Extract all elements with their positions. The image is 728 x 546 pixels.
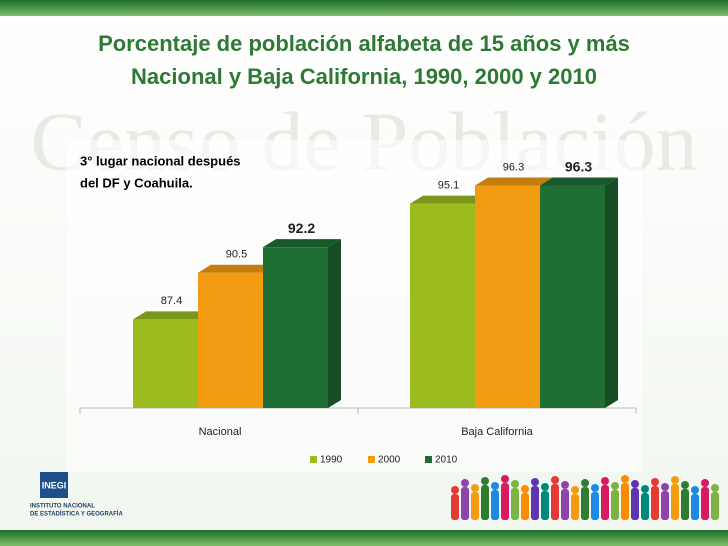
person-head xyxy=(701,479,709,487)
person-head xyxy=(601,477,609,485)
person-body xyxy=(711,492,719,520)
bar xyxy=(540,185,605,408)
person-head xyxy=(481,477,489,485)
person-head xyxy=(641,485,649,493)
person-head xyxy=(671,476,679,484)
person-head xyxy=(621,475,629,483)
person-body xyxy=(541,491,549,520)
person-head xyxy=(581,479,589,487)
person-head xyxy=(461,479,469,487)
value-label: 96.3 xyxy=(565,158,592,174)
bar-top xyxy=(133,311,211,320)
legend-label: 2000 xyxy=(378,455,401,466)
bar xyxy=(133,319,198,408)
bar xyxy=(198,272,263,408)
person-body xyxy=(511,488,519,520)
person-body xyxy=(671,484,679,520)
bar-top xyxy=(540,177,618,186)
person-head xyxy=(661,483,669,491)
person-head xyxy=(631,480,639,488)
person-body xyxy=(591,492,599,520)
person-body xyxy=(621,483,629,520)
person-body xyxy=(651,486,659,520)
bar-top xyxy=(198,264,276,273)
person-head xyxy=(551,476,559,484)
logo-box xyxy=(40,472,68,498)
logo-text: INSTITUTO NACIONAL xyxy=(30,504,95,510)
x-tick-label: Nacional xyxy=(199,426,242,438)
bar-top xyxy=(410,195,488,204)
bar-top xyxy=(475,177,553,186)
person-body xyxy=(641,493,649,520)
annotation: 3° lugar nacional después xyxy=(80,153,241,168)
person-body xyxy=(451,494,459,520)
bar xyxy=(410,203,475,408)
person-body xyxy=(701,487,709,520)
person-head xyxy=(501,475,509,483)
person-body xyxy=(681,489,689,520)
legend-label: 1990 xyxy=(320,455,343,466)
legend-swatch xyxy=(310,456,317,463)
header-band xyxy=(0,0,728,16)
legend-swatch xyxy=(368,456,375,463)
person-body xyxy=(521,493,529,520)
person-body xyxy=(691,494,699,520)
logo-text: DE ESTADÍSTICA Y GEOGRAFÍA xyxy=(30,510,123,518)
person-head xyxy=(561,481,569,489)
person-body xyxy=(581,487,589,520)
person-body xyxy=(661,491,669,520)
person-head xyxy=(531,478,539,486)
person-head xyxy=(691,486,699,494)
legend-swatch xyxy=(425,456,432,463)
person-body xyxy=(481,485,489,520)
footer: INEGI INSTITUTO NACIONAL DE ESTADÍSTICA … xyxy=(0,472,728,546)
person-body xyxy=(551,484,559,520)
value-label: 96.3 xyxy=(503,161,524,173)
person-head xyxy=(591,484,599,492)
value-label: 87.4 xyxy=(161,295,182,307)
person-body xyxy=(571,494,579,520)
bar-side xyxy=(605,177,618,408)
person-head xyxy=(541,483,549,491)
x-tick-label: Baja California xyxy=(461,426,533,438)
person-head xyxy=(471,484,479,492)
person-body xyxy=(461,487,469,520)
bar-side xyxy=(328,239,341,408)
people-strip xyxy=(451,475,719,520)
person-head xyxy=(681,481,689,489)
person-body xyxy=(471,492,479,520)
person-head xyxy=(491,482,499,490)
person-head xyxy=(451,486,459,494)
value-label: 92.2 xyxy=(288,220,315,236)
legend-label: 2010 xyxy=(435,455,458,466)
person-body xyxy=(491,490,499,520)
person-head xyxy=(511,480,519,488)
chart-title: Porcentaje de población alfabeta de 15 a… xyxy=(98,31,630,56)
person-head xyxy=(521,485,529,493)
value-label: 95.1 xyxy=(438,179,459,191)
person-head xyxy=(611,482,619,490)
annotation: del DF y Coahuila. xyxy=(80,175,193,190)
person-body xyxy=(561,489,569,520)
person-body xyxy=(601,485,609,520)
person-body xyxy=(531,486,539,520)
bar xyxy=(475,185,540,408)
person-head xyxy=(651,478,659,486)
person-body xyxy=(611,490,619,520)
person-head xyxy=(571,486,579,494)
chart-subtitle: Nacional y Baja California, 1990, 2000 y… xyxy=(131,64,597,89)
person-body xyxy=(501,483,509,520)
footer-band xyxy=(0,530,728,546)
bar xyxy=(263,247,328,408)
person-head xyxy=(711,484,719,492)
value-label: 90.5 xyxy=(226,249,247,261)
person-body xyxy=(631,488,639,520)
logo-name: INEGI xyxy=(42,480,67,490)
bar-top xyxy=(263,239,341,248)
